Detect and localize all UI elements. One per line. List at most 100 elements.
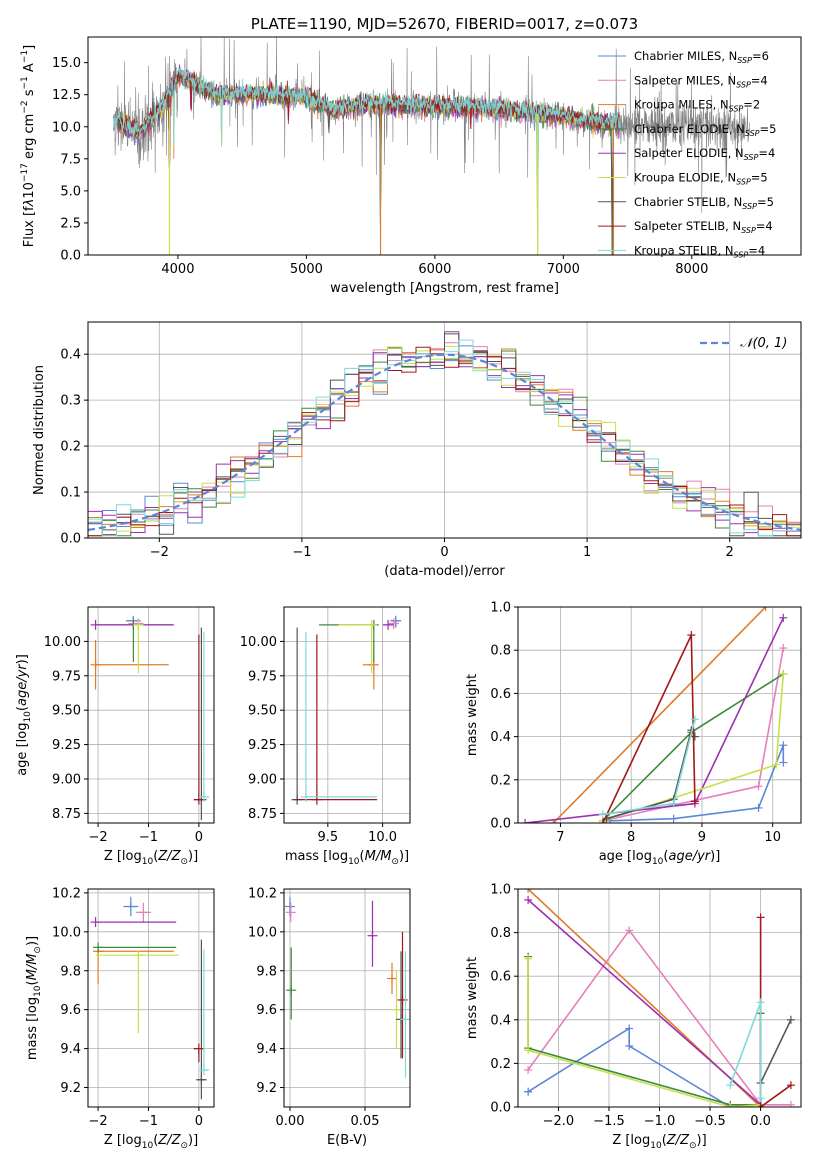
age-weight-panel: 7 8 9 10 0.0 0.2 0.4 0.6 0.8 1.0 age [log10(age/yr… — [465, 601, 802, 867]
errorbar-chabrier-elodie — [93, 942, 177, 953]
errorbar-chabrier-stelib — [291, 627, 303, 805]
errorbar-salpeter-miles — [388, 618, 400, 630]
errorbar-chabrier-miles — [123, 896, 139, 917]
errorbar-kroupa-elodie — [391, 970, 402, 1049]
x-axis-label: wavelength [Angstrom, rest frame] — [330, 281, 559, 296]
y-tick-label: 9.25 — [248, 738, 277, 753]
z-mass-panel: −2 −1 0 9.2 9.4 9.6 9.8 10.0 10.2 Z [log10(Z/Z⊙)]… — [25, 886, 215, 1151]
gridlines — [88, 607, 214, 823]
y-tick-label: 10.00 — [44, 635, 81, 650]
x-axis-label: (data-model)/error — [384, 564, 505, 579]
y-tick-label: 0.6 — [490, 687, 511, 702]
errorbars — [285, 896, 410, 1078]
y-tick-label: 2.5 — [60, 216, 81, 231]
y-tick-label: 9.50 — [248, 704, 277, 719]
errorbar-kroupa-miles — [387, 962, 397, 995]
legend-entry: Kroupa MILES, NSSP=2 — [634, 98, 760, 114]
y-tick-label: 10.00 — [240, 635, 277, 650]
y-tick-label: 9.4 — [60, 1042, 81, 1057]
y-tick-label: 0.0 — [60, 532, 81, 547]
errorbar-chabrier-stelib — [396, 951, 406, 1059]
gridlines — [88, 889, 214, 1107]
errorbar-kroupa-stelib — [300, 631, 378, 802]
y-tick-label: 0.8 — [490, 926, 511, 941]
legend-entry: Kroupa STELIB, NSSP=4 — [634, 243, 765, 259]
series-line — [759, 917, 792, 1107]
y-tick-label: 0.8 — [490, 644, 511, 659]
errorbar-chabrier-stelib — [196, 939, 207, 1100]
errorbars — [90, 896, 209, 1100]
data-spectrum-group — [113, 37, 750, 255]
y-tick-label: 5.0 — [60, 184, 81, 199]
errorbar-salpeter-elodie — [90, 917, 177, 928]
errorbar-salpeter-stelib — [193, 1043, 204, 1063]
gridlines — [284, 889, 410, 1107]
model-line-kroupa-stelib — [113, 66, 622, 242]
legend-entry: Salpeter ELODIE, NSSP=4 — [634, 146, 775, 162]
errorbar-kroupa-stelib — [198, 631, 209, 802]
errorbar-salpeter-elodie — [382, 619, 394, 630]
errorbar-chabrier-elodie — [98, 619, 174, 663]
x-tick-label: −2 — [150, 545, 169, 560]
axes-frame — [517, 606, 802, 824]
y-tick-label: 1.0 — [490, 601, 511, 616]
errorbar-chabrier-elodie — [286, 947, 297, 1020]
errorbar-kroupa-elodie — [338, 619, 377, 674]
errorbar-chabrier-miles — [390, 615, 402, 628]
weight-lines — [521, 607, 788, 823]
residuals-panel: −2 −1 0 1 2 0.0 0.1 0.2 0.3 0.4 (data-model)/error… — [32, 321, 802, 579]
y-axis-label: Flux [fλ10−17 erg cm−2 s−1 A−1] — [20, 45, 37, 247]
series-line — [527, 958, 761, 1107]
x-tick-label: 4000 — [161, 262, 194, 277]
spectrum-panel: PLATE=1190, MJD=52670, FIBERID=0017, z=0… — [20, 15, 802, 296]
y-axis-label: mass [log10(M/M⊙)] — [25, 936, 43, 1060]
errorbar-salpeter-miles — [285, 902, 296, 923]
axes-frame — [517, 888, 802, 1108]
y-tick-label: 9.8 — [256, 964, 277, 979]
x-tick-label: −2 — [88, 1114, 107, 1129]
y-axis-label: Normed distribution — [32, 365, 47, 495]
errorbar-kroupa-stelib — [400, 951, 410, 1078]
errorbar-chabrier-stelib — [196, 627, 207, 821]
legend-entry: Chabrier MILES, NSSP=6 — [634, 49, 769, 65]
y-tick-label: 9.6 — [60, 1003, 81, 1018]
mass-age-panel: 9.5 10.0 8.75 9.00 9.25 9.50 9.75 10.00 mass [lo… — [240, 606, 411, 867]
x-tick-label: −1 — [139, 830, 158, 845]
errorbars — [90, 615, 209, 821]
errorbar-kroupa-stelib — [198, 949, 209, 1076]
y-tick-label: 0.3 — [60, 394, 81, 409]
legend-entry: Salpeter MILES, NSSP=4 — [634, 73, 768, 89]
axes-frame — [283, 606, 411, 824]
x-tick-label: 9 — [698, 830, 706, 845]
x-tick-label: −2 — [88, 830, 107, 845]
x-tick-label: 8 — [627, 830, 635, 845]
x-tick-label: 1 — [583, 545, 591, 560]
x-axis-label: Z [log10(Z/Z⊙)] — [612, 1133, 706, 1151]
y-tick-label: 15.0 — [52, 56, 81, 71]
y-tick-label: 8.75 — [248, 807, 277, 822]
errorbar-salpeter-elodie — [367, 900, 378, 967]
y-tick-label: 9.25 — [52, 738, 81, 753]
x-tick-label: 0 — [440, 545, 448, 560]
weight-lines — [524, 889, 795, 1107]
y-axis-label: mass weight — [465, 674, 480, 756]
x-tick-label: 5000 — [290, 262, 323, 277]
x-tick-label: −1 — [292, 545, 311, 560]
errorbar-kroupa-miles — [93, 946, 174, 985]
series-kroupa-stelib — [726, 998, 765, 1103]
y-tick-label: 0.2 — [490, 773, 511, 788]
legend-entry: Chabrier STELIB, NSSP=5 — [634, 195, 774, 211]
errorbar-salpeter-stelib — [193, 634, 204, 805]
axes-frame — [87, 36, 802, 256]
y-tick-label: 9.75 — [248, 669, 277, 684]
errorbar-kroupa-miles — [90, 640, 169, 690]
z-weight-panel: −2.0 −1.5 −1.0 −0.5 0.0 0.0 0.2 0.4 0.6 0.8 1.0 Z [… — [465, 883, 802, 1151]
x-tick-label: 0.05 — [351, 1114, 380, 1129]
histograms — [88, 331, 801, 537]
y-tick-label: 0.6 — [490, 970, 511, 985]
y-tick-label: 10.2 — [248, 886, 277, 901]
x-tick-label: 10 — [764, 830, 781, 845]
y-tick-label: 12.5 — [52, 88, 81, 103]
y-tick-label: 0.2 — [60, 440, 81, 455]
